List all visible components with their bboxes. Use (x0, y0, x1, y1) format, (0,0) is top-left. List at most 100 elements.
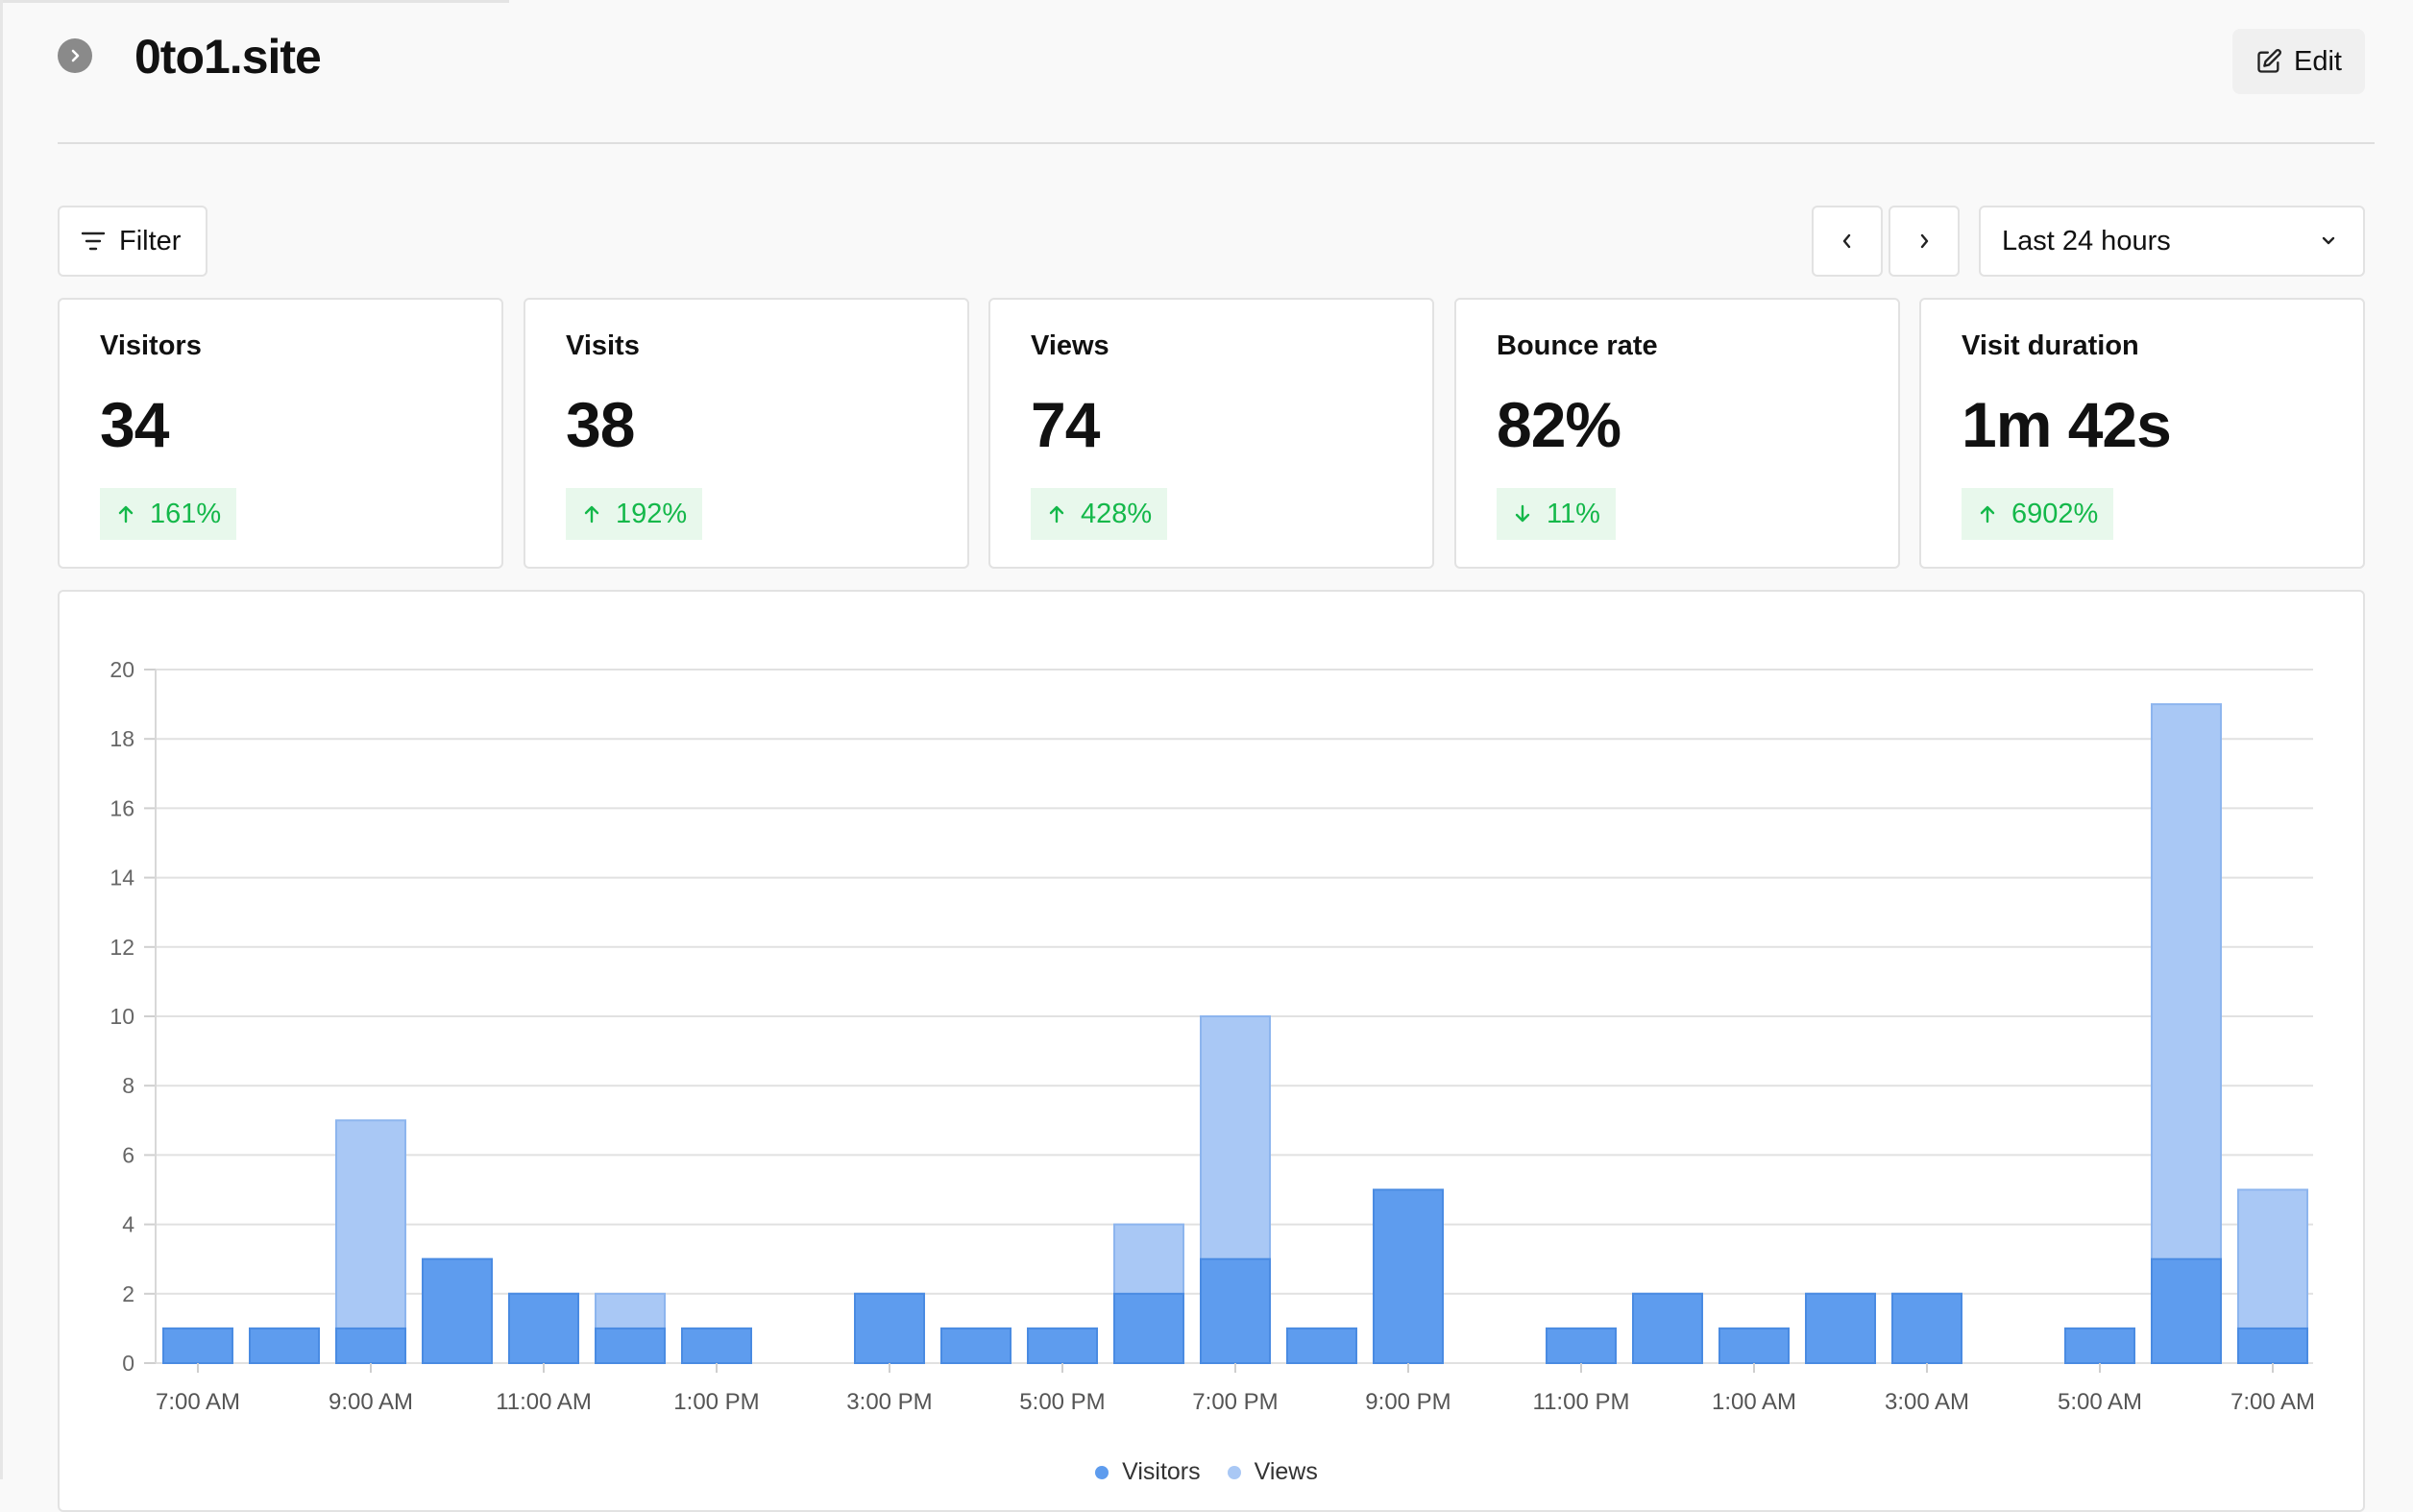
stat-value: 74 (1031, 389, 1100, 460)
bar-visitors (681, 1327, 752, 1365)
x-tick-label: 11:00 PM (1533, 1389, 1630, 1415)
stat-change-badge: 11% (1497, 488, 1616, 540)
stat-change-value: 6902% (2011, 498, 2099, 529)
legend-label-visitors: Visitors (1122, 1458, 1201, 1485)
date-range-select[interactable]: Last 24 hours (1979, 206, 2365, 277)
bar-visitors (1632, 1292, 1703, 1365)
x-tick-label: 5:00 AM (2058, 1389, 2142, 1415)
bar-visitors (1286, 1327, 1357, 1365)
bar-visitors (2064, 1327, 2135, 1365)
filter-button[interactable]: Filter (58, 206, 207, 277)
bar-visitors (1718, 1327, 1790, 1365)
next-period-button[interactable] (1889, 206, 1960, 277)
edit-button[interactable]: Edit (2232, 29, 2365, 94)
bar-visitors (1113, 1292, 1184, 1365)
stat-label: Views (1031, 330, 1109, 361)
x-tick-label: 11:00 AM (496, 1389, 592, 1415)
legend-item-visitors[interactable]: Visitors (1095, 1458, 1201, 1486)
stat-change-badge: 161% (100, 488, 237, 540)
sidebar-edge (0, 0, 3, 1479)
y-tick-label: 12 (110, 935, 134, 960)
x-tick-label: 7:00 AM (156, 1389, 240, 1415)
y-tick-label: 8 (122, 1073, 134, 1098)
x-tick-label: 9:00 PM (1365, 1389, 1450, 1415)
chevron-right-icon (1920, 233, 1929, 249)
chevron-left-icon (1842, 233, 1851, 249)
x-tick-label: 9:00 AM (329, 1389, 413, 1415)
page-title: 0to1.site (134, 30, 322, 84)
legend-item-views[interactable]: Views (1227, 1458, 1318, 1486)
top-strip (0, 0, 509, 3)
page-header: 0to1.site Edit (58, 27, 2375, 94)
chart-legend: Visitors Views (0, 1458, 2413, 1486)
y-tick-label: 18 (110, 726, 134, 751)
bar-visitors (1891, 1292, 1962, 1365)
stat-change-value: 11% (1547, 498, 1600, 529)
x-tick-label: 3:00 PM (846, 1389, 932, 1415)
stat-label: Visits (566, 330, 640, 361)
chevron-right-icon (71, 49, 80, 62)
stat-value: 34 (100, 389, 169, 460)
bar-visitors (595, 1327, 666, 1365)
bar-views (2151, 703, 2222, 1364)
arrow-up-icon (1049, 505, 1064, 524)
arrow-up-icon (584, 505, 599, 524)
stat-card-views[interactable]: Views 74 428% (988, 298, 1434, 569)
x-tick-label: 3:00 AM (1885, 1389, 1969, 1415)
legend-label-views: Views (1254, 1458, 1318, 1485)
bar-visitors (1805, 1292, 1876, 1365)
stat-change-value: 161% (150, 498, 222, 529)
y-tick-label: 0 (122, 1351, 134, 1376)
x-tick-label: 5:00 PM (1019, 1389, 1105, 1415)
filter-icon (81, 232, 106, 251)
y-tick-label: 20 (110, 657, 134, 682)
stat-label: Bounce rate (1497, 330, 1658, 361)
bar-visitors (162, 1327, 233, 1365)
arrow-up-icon (118, 505, 134, 524)
bar-visitors (1200, 1257, 1271, 1364)
bar-visitors (2237, 1327, 2308, 1365)
stat-change-value: 192% (616, 498, 688, 529)
x-tick-label: 1:00 PM (673, 1389, 759, 1415)
expand-sidebar-button[interactable] (58, 38, 92, 73)
edit-label: Edit (2294, 45, 2342, 77)
stat-change-value: 428% (1081, 498, 1153, 529)
y-tick-label: 6 (122, 1142, 134, 1167)
bar-visitors (335, 1327, 406, 1365)
stat-label: Visitors (100, 330, 202, 361)
legend-dot-views (1227, 1465, 1241, 1479)
bar-visitors (1373, 1188, 1444, 1364)
stat-value: 82% (1497, 389, 1621, 460)
x-tick-label: 1:00 AM (1712, 1389, 1796, 1415)
stat-label: Visit duration (1962, 330, 2139, 361)
y-tick-label: 14 (110, 866, 134, 890)
stat-value: 1m 42s (1962, 389, 2172, 460)
bar-visitors (249, 1327, 320, 1365)
y-tick-label: 16 (110, 795, 134, 820)
bar-views (335, 1119, 406, 1365)
y-tick-label: 10 (110, 1004, 134, 1029)
x-tick-label: 7:00 AM (2230, 1389, 2315, 1415)
stat-change-badge: 6902% (1962, 488, 2114, 540)
stat-card-bounce-rate[interactable]: Bounce rate 82% 11% (1454, 298, 1900, 569)
previous-period-button[interactable] (1812, 206, 1883, 277)
stat-value: 38 (566, 389, 635, 460)
stat-card-visit-duration[interactable]: Visit duration 1m 42s 6902% (1919, 298, 2365, 569)
edit-icon (2257, 49, 2281, 73)
stat-change-badge: 192% (566, 488, 703, 540)
arrow-down-icon (1515, 504, 1530, 523)
bar-visitors (508, 1292, 579, 1365)
y-tick-label: 4 (122, 1212, 134, 1237)
y-tick-label: 2 (122, 1281, 134, 1306)
stat-card-visits[interactable]: Visits 38 192% (524, 298, 969, 569)
stat-change-badge: 428% (1031, 488, 1168, 540)
stat-card-visitors[interactable]: Visitors 34 161% (58, 298, 503, 569)
chevron-down-icon (2322, 236, 2335, 245)
legend-dot-visitors (1095, 1465, 1109, 1479)
date-range-value: Last 24 hours (2002, 225, 2171, 256)
header-divider (58, 142, 2375, 144)
bar-visitors (854, 1292, 925, 1365)
filter-label: Filter (119, 225, 182, 256)
bar-visitors (1027, 1327, 1098, 1365)
